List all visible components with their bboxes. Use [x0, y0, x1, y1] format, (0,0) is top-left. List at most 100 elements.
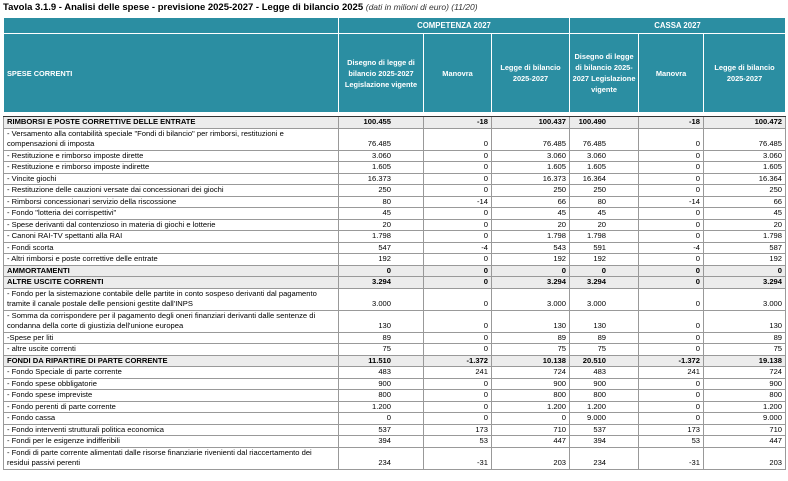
cell-value: 130 [338, 309, 424, 333]
table-row: - Canoni RAI-TV spettanti alla RAI 1.798 0… [3, 230, 787, 243]
cell-value: 89 [338, 331, 424, 344]
cell-value: 1.200 [703, 400, 787, 413]
cell-value: 20 [569, 218, 640, 231]
cell-value: 800 [703, 389, 787, 402]
cell-value: 0 [638, 264, 705, 277]
row-label: - Fondo perenti di parte corrente [3, 400, 339, 413]
row-label: - Fondo interventi strutturali politica … [3, 423, 339, 436]
cell-value: 130 [703, 309, 787, 333]
cell-value: 53 [638, 435, 705, 448]
table-row: - Fondo spese impreviste 800 0 800 800 0 800 [3, 389, 787, 402]
column-header: Manovra [638, 33, 705, 113]
row-label: - Versamento alla contabilità speciale "… [3, 127, 339, 151]
table-row: - Fondo per la sistemazione contabile de… [3, 287, 787, 311]
cell-value: 0 [423, 276, 492, 289]
cell-value: 20 [490, 218, 571, 231]
cell-value: 483 [338, 366, 424, 379]
cell-value: 1.605 [569, 161, 640, 174]
cell-value: 45 [490, 207, 571, 220]
cell-value: 0 [638, 400, 705, 413]
cell-value: 241 [638, 366, 705, 379]
cell-value: 0 [423, 230, 492, 243]
cell-value: 1.798 [569, 230, 640, 243]
cell-value: 16.364 [703, 172, 787, 185]
cell-value: 900 [490, 377, 571, 390]
cell-value: 66 [703, 195, 787, 208]
table-row: - Fondi scorta 547 -4 543 591 -4 587 [3, 241, 787, 254]
row-label: - Restituzione e rimborso imposte indire… [3, 161, 339, 174]
table-row: - Fondo perenti di parte corrente 1.200 0 1… [3, 400, 787, 413]
cell-value: 0 [490, 412, 571, 425]
table-row: - Fondi per le esigenze indifferibili 394… [3, 435, 787, 448]
cell-value: 0 [423, 343, 492, 356]
column-header: Legge di bilancio 2025-2027 [703, 33, 787, 113]
cell-value: 0 [423, 309, 492, 333]
cell-value: 587 [703, 241, 787, 254]
cell-value: 9.000 [703, 412, 787, 425]
cell-value: 800 [569, 389, 640, 402]
cell-value: 900 [569, 377, 640, 390]
cell-value: 0 [638, 287, 705, 311]
cell-value: 394 [338, 435, 424, 448]
cell-value: 203 [703, 446, 787, 470]
cell-value: 0 [638, 149, 705, 162]
cell-value: 76.485 [569, 127, 640, 151]
cell-value: 241 [423, 366, 492, 379]
table-row: - Vincite giochi 16.373 0 16.373 16.364 0 16.3… [3, 172, 787, 185]
cell-value: 900 [338, 377, 424, 390]
cell-value: 0 [423, 218, 492, 231]
cell-value: 0 [423, 389, 492, 402]
cell-value: -31 [423, 446, 492, 470]
table-row: - Fondo "lotteria dei corrispettivi" 45 0 4… [3, 207, 787, 220]
row-label: - Fondi scorta [3, 241, 339, 254]
row-label: - Fondo "lotteria dei corrispettivi" [3, 207, 339, 220]
cell-value: 3.000 [490, 287, 571, 311]
cell-value: 10.138 [490, 354, 571, 367]
cell-value: 192 [490, 253, 571, 266]
table-row: - Restituzione delle cauzioni versate da… [3, 184, 787, 197]
cell-value: 0 [338, 264, 424, 277]
cell-value: 0 [638, 207, 705, 220]
cell-value: 250 [569, 184, 640, 197]
table-row: - Fondo Speciale di parte corrente 483 241… [3, 366, 787, 379]
row-label: - Restituzione e rimborso imposte dirett… [3, 149, 339, 162]
subtitle: (dati in milioni di euro) (11/20) [365, 2, 478, 12]
cell-value: -1.372 [638, 354, 705, 367]
cell-value: 0 [638, 184, 705, 197]
cell-value: 710 [703, 423, 787, 436]
cell-value: 537 [338, 423, 424, 436]
cell-value: 0 [423, 331, 492, 344]
cell-value: -18 [638, 116, 705, 129]
cell-value: 89 [490, 331, 571, 344]
cell-value: 45 [703, 207, 787, 220]
cell-value: 0 [423, 412, 492, 425]
cell-value: 20.510 [569, 354, 640, 367]
cell-value: 0 [423, 264, 492, 277]
cell-value: 100.455 [338, 116, 424, 129]
cell-value: 192 [569, 253, 640, 266]
cell-value: 250 [703, 184, 787, 197]
cell-value: 89 [569, 331, 640, 344]
cell-value: 0 [638, 412, 705, 425]
cell-value: 100.490 [569, 116, 640, 129]
column-header: Manovra [423, 33, 492, 113]
cell-value: 0 [490, 264, 571, 277]
cell-value: 0 [423, 377, 492, 390]
cell-value: 0 [569, 264, 640, 277]
cell-value: 800 [338, 389, 424, 402]
row-label: - Fondo Speciale di parte corrente [3, 366, 339, 379]
cell-value: 0 [638, 161, 705, 174]
row-label: - Fondo spese obbligatorie [3, 377, 339, 390]
cell-value: 53 [423, 435, 492, 448]
cell-value: 75 [338, 343, 424, 356]
column-header: SPESE CORRENTI [3, 33, 339, 113]
cell-value: 89 [703, 331, 787, 344]
cell-value: 543 [490, 241, 571, 254]
cell-value: 75 [569, 343, 640, 356]
cell-value: 591 [569, 241, 640, 254]
table-row: - altre uscite correnti 75 0 75 75 0 75 [3, 343, 787, 356]
cell-value: 0 [423, 184, 492, 197]
cell-value: 3.294 [569, 276, 640, 289]
cell-value: 9.000 [569, 412, 640, 425]
cell-value: 0 [638, 172, 705, 185]
